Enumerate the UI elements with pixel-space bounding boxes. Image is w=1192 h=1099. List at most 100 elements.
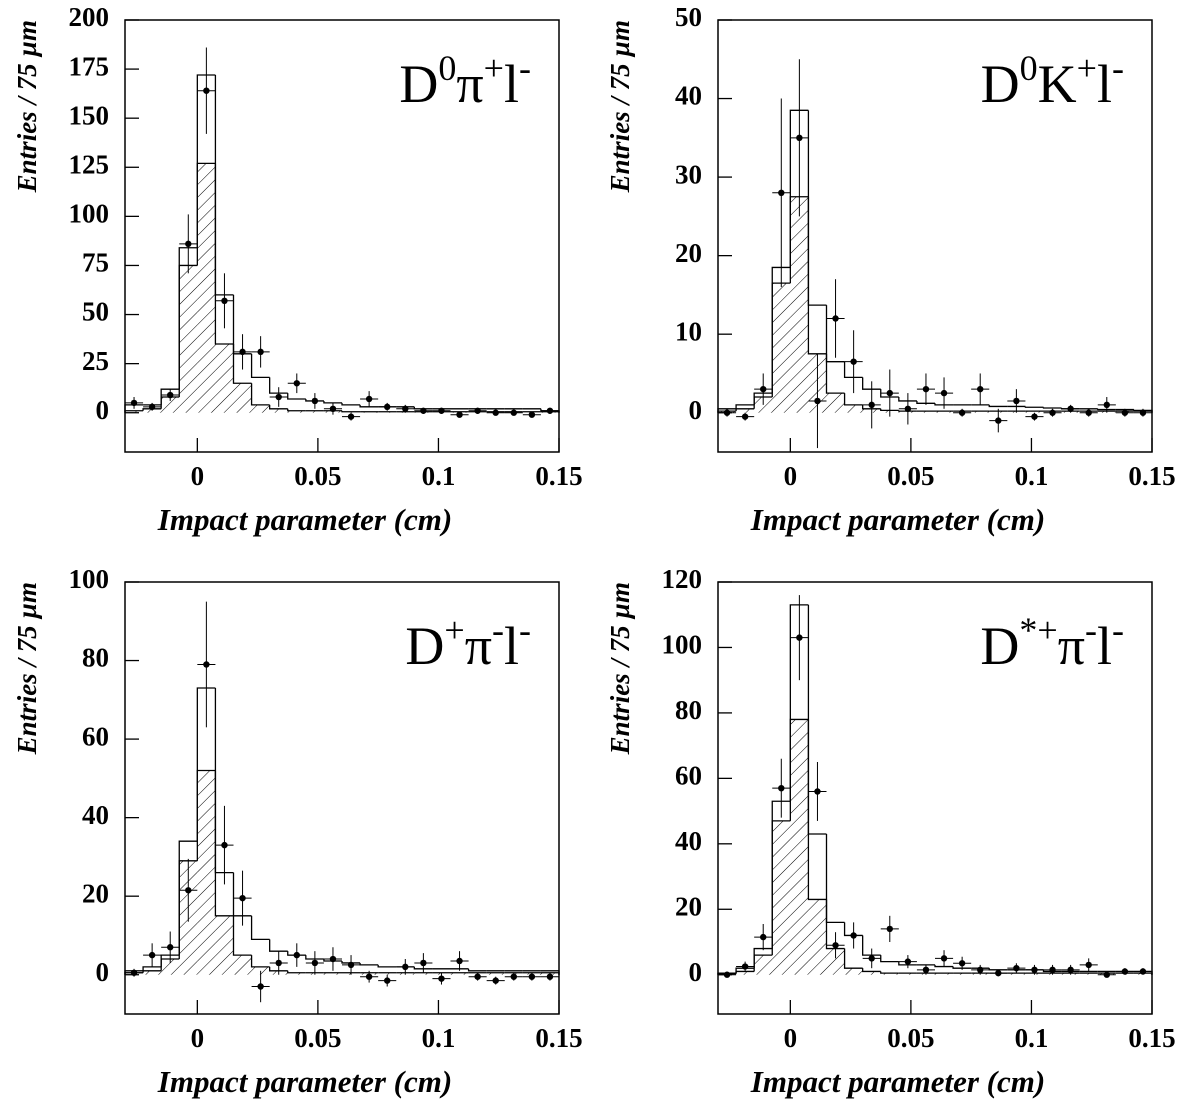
hatched-bin — [125, 410, 144, 413]
data-point — [977, 966, 984, 974]
y-tick-label: 60 — [82, 721, 109, 751]
histogram-step — [413, 966, 433, 970]
y-tick-label: 0 — [96, 957, 110, 987]
y-tick-label: 20 — [675, 238, 702, 268]
data-point — [420, 959, 427, 967]
data-point — [239, 348, 246, 356]
data-point — [456, 411, 463, 418]
data-point — [528, 411, 536, 418]
y-tick-label: 25 — [82, 346, 109, 376]
x-tick-label: 0.05 — [294, 1023, 341, 1053]
annotation-sup: + — [444, 610, 464, 650]
y-tick-label: 80 — [82, 643, 109, 673]
panel: 0 20 40 60 80 100 120 0 0.05 0.1 0.15 Impact parame… — [605, 564, 1176, 1099]
hatched-bin — [215, 344, 234, 413]
annotation-base: l — [1097, 616, 1112, 676]
histogram-step — [269, 939, 288, 952]
data-point — [1103, 401, 1110, 409]
data-point — [384, 977, 391, 984]
data-point — [329, 405, 337, 412]
data-point — [1085, 961, 1092, 969]
hatched-bin — [862, 971, 881, 975]
x-tick-label: 0 — [784, 1023, 798, 1053]
histogram-step — [323, 959, 342, 962]
histogram-step — [988, 404, 1008, 408]
annotation-base: l — [504, 54, 519, 114]
histogram-step — [825, 834, 845, 924]
histogram-step — [753, 954, 773, 972]
data-point — [438, 407, 445, 414]
annotation: D+π-l- — [405, 610, 531, 676]
data-point — [995, 969, 1002, 977]
data-point — [940, 389, 948, 397]
x-tick-label: 0.15 — [535, 1023, 582, 1053]
histogram-step — [341, 410, 361, 413]
hatched-bin — [287, 410, 306, 413]
data-point — [1121, 409, 1129, 416]
histogram-step — [323, 400, 342, 404]
data-point — [1031, 966, 1038, 974]
hatched-bin — [790, 719, 809, 975]
y-tick-label: 40 — [82, 800, 109, 830]
y-tick-label: 20 — [82, 878, 109, 908]
histogram-step — [232, 915, 252, 956]
histogram-step — [287, 970, 306, 974]
histogram-step — [178, 860, 198, 960]
histogram-step — [735, 970, 755, 974]
histogram-step — [843, 948, 863, 969]
histogram-step — [1042, 407, 1062, 409]
annotation-sup: *+ — [1019, 610, 1057, 650]
histogram-step — [898, 410, 917, 412]
plot-frame — [124, 581, 560, 1015]
hatched-bin — [143, 970, 162, 975]
y-axis-label: Entries / 75 µm — [605, 20, 635, 193]
y-tick-label: 100 — [69, 199, 110, 229]
hatched-bin — [287, 972, 306, 975]
histogram-step — [807, 196, 827, 355]
annotation-base: l — [504, 616, 519, 676]
data-point — [1031, 413, 1038, 420]
histogram-step — [735, 408, 755, 412]
hatched-bin — [197, 163, 216, 413]
hatched-bin — [935, 411, 954, 413]
plot-frame — [124, 19, 560, 453]
data-point — [796, 634, 803, 641]
data-point — [1049, 966, 1056, 974]
y-tick-label: 50 — [82, 297, 109, 327]
hatched-bin — [197, 770, 216, 975]
y-axis-label: Entries / 75 µm — [605, 582, 635, 755]
histogram-step — [934, 964, 954, 968]
data-point — [958, 409, 966, 416]
data-point — [886, 925, 893, 933]
data-point — [257, 348, 264, 356]
x-tick-label: 0 — [191, 461, 205, 491]
data-point — [474, 407, 481, 414]
hatched-bin — [414, 972, 433, 975]
histogram-step — [142, 970, 162, 973]
data-point — [868, 955, 875, 962]
x-axis-label: Impact parameter (cm) — [750, 502, 1045, 537]
hatched-bin — [1007, 973, 1026, 975]
data-point — [832, 315, 839, 322]
histogram-step — [214, 770, 234, 917]
histogram-step — [250, 353, 270, 379]
hatched-bin — [486, 972, 505, 975]
annotation-base: l — [1097, 54, 1112, 114]
x-tick-label: 0.05 — [887, 461, 934, 491]
data-point — [311, 959, 319, 967]
histogram-step — [196, 769, 216, 861]
data-point — [1103, 971, 1110, 978]
hatched-bin — [378, 972, 397, 975]
histogram-step — [341, 960, 361, 964]
data-point — [185, 240, 192, 248]
annotation-sup: 0 — [1020, 48, 1038, 88]
histogram-step — [825, 353, 845, 394]
data-point — [474, 973, 481, 980]
histogram-step — [952, 966, 972, 969]
y-axis-label: Entries / 75 µm — [12, 20, 42, 193]
data-point — [510, 973, 517, 980]
plot-frame — [717, 581, 1153, 1015]
data-point — [257, 983, 264, 990]
data-point — [1013, 964, 1020, 972]
hatched-bin — [1025, 411, 1044, 413]
